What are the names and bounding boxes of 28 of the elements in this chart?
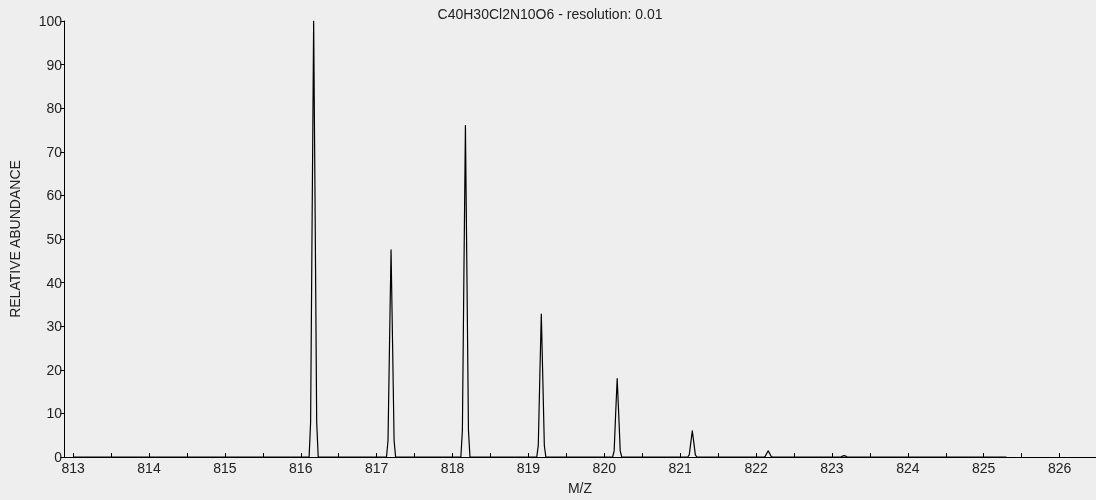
y-tick-label: 0 [54, 449, 63, 465]
x-tick-label: 816 [289, 460, 313, 476]
x-tick-label: 817 [364, 460, 389, 476]
x-tick-label: 826 [1047, 460, 1072, 476]
x-tick-label: 815 [213, 460, 237, 476]
y-tick-label: 30 [46, 318, 63, 335]
y-tick-label: 10 [46, 405, 63, 422]
x-tick-label: 819 [516, 460, 541, 476]
x-tick-label: 814 [137, 460, 161, 476]
y-tick-label: 20 [46, 361, 63, 378]
x-tick-label: 813 [61, 460, 85, 476]
x-tick-label: 825 [972, 460, 996, 476]
x-tick-label: 822 [744, 460, 768, 476]
y-tick-label: 90 [46, 56, 63, 73]
y-axis-title: RELATIVE ABUNDANCE [7, 160, 23, 318]
x-tick-label: 824 [896, 460, 920, 476]
x-axis-title: M/Z [567, 480, 593, 496]
y-tick-label: 70 [46, 143, 63, 160]
x-tick-label: 820 [592, 460, 617, 476]
y-tick-label: 50 [46, 231, 63, 247]
y-tick-label: 80 [46, 100, 63, 117]
x-tick-label: 818 [440, 460, 465, 476]
y-tick-label: 60 [46, 187, 63, 204]
x-tick-label: 821 [668, 460, 693, 476]
chart-title: C40H30Cl2N10O6 - resolution: 0.01 [437, 6, 663, 22]
y-tick-label: 100 [38, 13, 63, 29]
x-tick-label: 823 [820, 460, 844, 476]
y-tick-label: 40 [46, 274, 63, 291]
